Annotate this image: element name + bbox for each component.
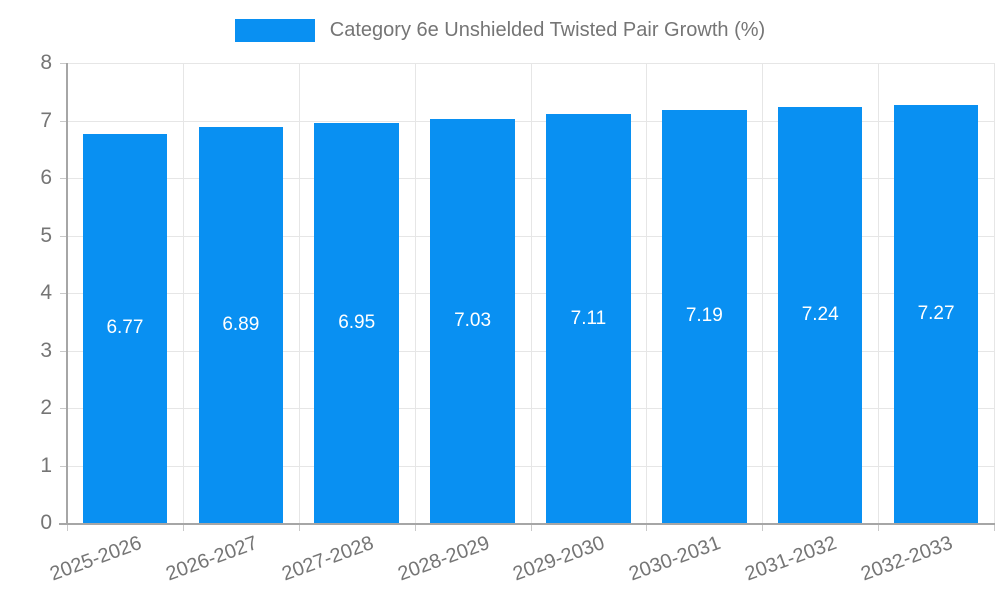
bar [82,133,168,523]
bar [777,106,863,523]
bar [314,123,399,523]
bar-value-label: 7.19 [685,305,723,327]
x-tick-mark [762,523,764,531]
y-tick-mark [60,235,67,237]
bar-value-label: 6.95 [338,312,376,334]
bar-value-label: 7.03 [454,309,492,331]
x-tick-mark [646,523,648,531]
gridline-vertical [646,63,648,523]
gridline-vertical [994,63,995,523]
bar [662,109,747,523]
x-tick-mark [530,523,532,531]
y-axis-tick-label: 1 [40,453,52,477]
y-tick-mark [60,293,67,294]
bar [893,104,979,523]
y-axis-tick-label: 4 [40,281,52,304]
bar-value-label: 7.24 [801,303,839,325]
y-axis-tick-label: 6 [40,166,52,189]
y-axis-tick-label: 2 [40,396,52,419]
y-tick-mark [60,408,67,409]
x-tick-mark [878,523,880,531]
y-tick-mark [60,63,67,64]
chart-legend: Category 6e Unshielded Twisted Pair Grow… [0,18,1000,42]
legend-swatch-icon [234,18,315,42]
x-axis-line [59,523,995,525]
bar-value-label: 7.27 [917,302,955,324]
y-axis-tick-label: 7 [40,108,52,132]
gridline-vertical [530,63,532,523]
legend-label: Category 6e Unshielded Twisted Pair Grow… [329,19,766,41]
y-axis-tick-label: 8 [40,51,52,74]
y-tick-mark [60,178,67,179]
legend-item[interactable]: Category 6e Unshielded Twisted Pair Grow… [234,18,766,42]
y-axis-tick-label: 0 [40,511,52,534]
x-tick-mark [414,523,416,531]
bar [198,126,284,523]
x-tick-mark [994,523,995,531]
gridline-vertical [414,63,416,523]
gridline-vertical [878,63,880,523]
y-tick-mark [60,120,67,122]
gridline-vertical [762,63,764,523]
bar [430,118,515,523]
bar [546,114,631,523]
y-tick-mark [60,465,67,467]
gridline-vertical [298,63,300,523]
bar-value-label: 6.77 [106,317,144,339]
x-tick-mark [298,523,300,531]
y-tick-mark [60,350,67,352]
bar-value-label: 6.89 [222,313,260,335]
bar-value-label: 7.11 [570,307,607,329]
x-tick-mark [182,523,184,531]
x-tick-mark [67,523,68,531]
y-axis-tick-label: 3 [40,338,52,362]
gridline-vertical [182,63,184,523]
y-axis-line [66,63,68,525]
y-axis-tick-label: 5 [40,223,52,247]
